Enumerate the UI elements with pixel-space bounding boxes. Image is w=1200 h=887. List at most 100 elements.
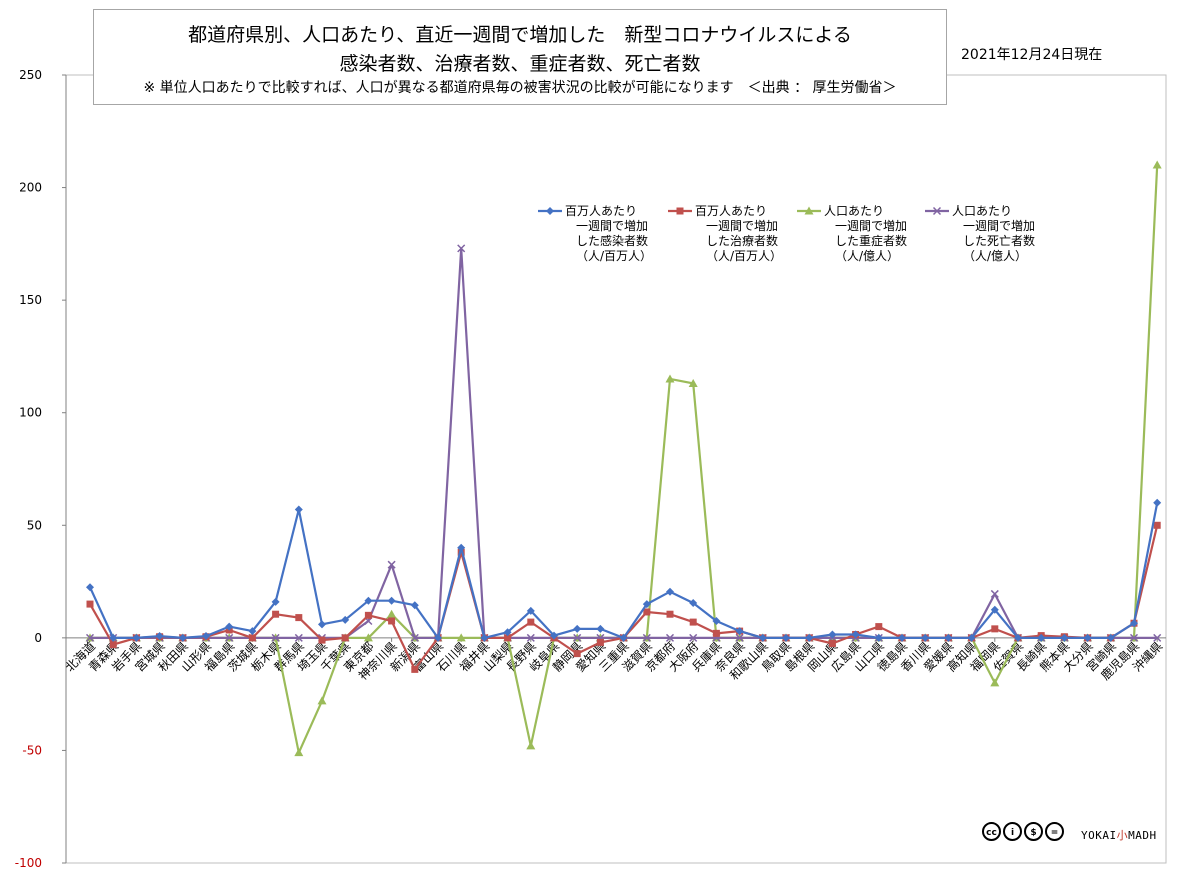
data-point — [86, 583, 94, 592]
data-point — [410, 633, 419, 642]
data-point — [202, 632, 210, 641]
creative-commons-badge: cc i $ = — [982, 822, 1064, 844]
data-point — [1106, 633, 1115, 642]
data-point — [874, 633, 883, 642]
data-point — [456, 633, 466, 642]
data-point — [665, 633, 675, 642]
legend-label: 人口あたり — [824, 204, 884, 218]
data-point — [1130, 619, 1138, 628]
legend-label: 人口あたり — [952, 204, 1012, 218]
data-point — [1014, 633, 1022, 642]
data-point — [851, 630, 860, 639]
data-point — [689, 618, 697, 626]
data-point — [225, 633, 234, 642]
data-point — [1152, 160, 1162, 169]
data-point — [546, 207, 554, 215]
data-point — [828, 630, 837, 639]
legend-label: （人/億人） — [835, 249, 899, 263]
data-point — [676, 207, 684, 215]
y-tick-label: 50 — [27, 518, 42, 532]
data-point — [504, 634, 512, 642]
legend-label: 一週間で増加 — [706, 219, 778, 233]
data-point — [805, 633, 814, 642]
data-point — [758, 633, 767, 642]
data-point — [178, 633, 187, 642]
series-line — [90, 247, 1158, 640]
nc-icon: $ — [1024, 822, 1043, 841]
data-point — [712, 629, 720, 637]
data-point — [272, 610, 280, 618]
data-point — [735, 627, 744, 636]
nd-icon: = — [1045, 822, 1064, 841]
data-point — [411, 665, 419, 673]
data-point — [225, 622, 234, 631]
data-point — [875, 623, 883, 631]
data-point — [735, 633, 744, 642]
data-point — [457, 548, 465, 556]
data-point — [619, 633, 628, 642]
chart-title-line-1: 都道府県別、人口あたり、直近一週間で増加した 新型コロナウイルスによる — [188, 24, 852, 46]
data-point — [689, 598, 698, 607]
legend-label: した重症者数 — [835, 233, 907, 248]
data-point — [921, 633, 930, 642]
data-point — [294, 633, 303, 642]
data-point — [388, 617, 396, 625]
data-point — [364, 596, 373, 605]
data-point — [991, 625, 999, 633]
chart-title-line-2: 感染者数、治療者数、重症者数、死亡者数 — [339, 53, 701, 75]
data-point — [666, 587, 674, 596]
data-point — [318, 636, 326, 644]
data-point — [665, 374, 675, 383]
data-point — [573, 650, 581, 658]
data-point — [526, 741, 536, 750]
data-point — [990, 678, 1000, 687]
data-point — [294, 748, 304, 757]
data-point — [967, 633, 976, 642]
data-point — [295, 614, 303, 622]
data-point — [804, 206, 814, 215]
data-point — [434, 633, 442, 642]
data-point — [944, 633, 953, 642]
data-point — [1129, 633, 1139, 642]
by-icon: i — [1003, 822, 1022, 841]
data-point — [109, 633, 118, 642]
data-point — [457, 244, 466, 253]
y-tick-label: 100 — [19, 406, 42, 420]
plot-area — [65, 74, 1167, 864]
data-point — [248, 634, 256, 642]
data-point — [294, 505, 303, 514]
data-point — [689, 633, 698, 642]
data-point — [341, 615, 350, 624]
data-point — [573, 624, 582, 633]
data-point — [1153, 498, 1162, 507]
legend-label: した死亡者数 — [963, 233, 1035, 248]
data-point — [527, 618, 535, 626]
title-box: 都道府県別、人口あたり、直近一週間で増加した 新型コロナウイルスによる 感染者数… — [93, 9, 947, 105]
legend-label: 一週間で増加 — [835, 219, 907, 233]
legend-label: 百万人あたり — [695, 204, 767, 218]
data-point — [155, 632, 164, 641]
series-line — [88, 502, 1159, 640]
data-point — [712, 616, 721, 625]
legend-label: 一週間で増加 — [963, 219, 1035, 233]
y-tick-label: -100 — [15, 856, 42, 870]
data-point — [248, 627, 257, 636]
data-point — [271, 597, 280, 606]
y-tick-label: 0 — [34, 631, 42, 645]
data-point — [364, 611, 372, 619]
data-point — [526, 606, 535, 615]
data-point — [550, 631, 558, 640]
data-point — [387, 609, 397, 618]
data-point — [271, 633, 280, 642]
data-point — [688, 378, 698, 387]
data-point — [573, 633, 582, 642]
data-point — [666, 610, 674, 618]
data-point — [990, 605, 999, 614]
data-point — [642, 633, 651, 642]
data-point — [480, 633, 489, 642]
cc-icon: cc — [982, 822, 1001, 841]
data-point — [1083, 633, 1092, 642]
legend-label: 一週間で増加 — [576, 219, 648, 233]
data-point — [596, 624, 605, 633]
